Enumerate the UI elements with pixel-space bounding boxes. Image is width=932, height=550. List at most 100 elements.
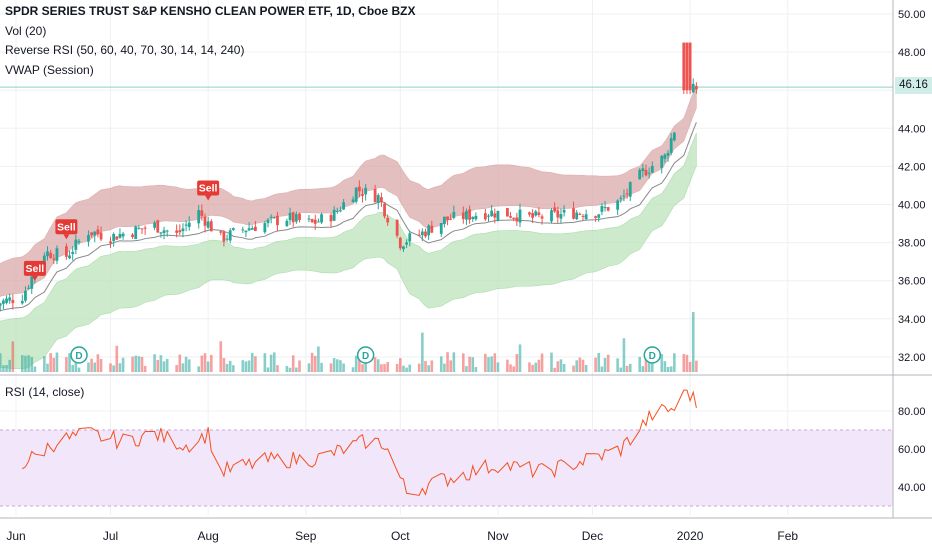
volume-bar: [77, 367, 81, 372]
dividend-marker: [643, 346, 662, 364]
volume-bar: [313, 355, 317, 372]
candle-body: [357, 186, 361, 192]
rsi-legend[interactable]: RSI (14, close): [5, 385, 85, 399]
candle-body: [93, 231, 97, 236]
volume-bar: [5, 365, 8, 372]
volume-bar: [241, 360, 245, 372]
sell-signal-box: [55, 219, 78, 235]
legend-reverse-rsi[interactable]: Reverse RSI (50, 60, 40, 70, 30, 14, 14,…: [5, 43, 245, 57]
candle-body: [424, 231, 427, 237]
volume-bar: [30, 356, 34, 372]
volume-bar: [137, 356, 141, 372]
candle-body: [616, 200, 620, 210]
dividend-label: D: [75, 351, 82, 362]
candle-body: [553, 207, 557, 212]
volume-bar: [515, 354, 519, 372]
candle-body: [682, 42, 686, 91]
volume-bar: [619, 367, 623, 372]
volume-bar: [342, 363, 345, 372]
candle-body: [578, 213, 582, 215]
volume-bar: [395, 363, 399, 372]
volume-bar: [244, 361, 248, 372]
candle-body: [483, 213, 487, 220]
volume-bar: [575, 360, 578, 372]
candle-body: [395, 219, 399, 236]
rsi-zone: [0, 429, 893, 507]
volume-bar: [276, 365, 279, 372]
legend-vwap[interactable]: VWAP (Session): [5, 62, 94, 77]
volume-bar: [317, 346, 320, 372]
volume-bar: [556, 361, 560, 372]
volume-bar: [408, 364, 412, 372]
candle-body: [688, 42, 692, 91]
y-tick-label: 32.00: [898, 352, 926, 364]
volume-bar: [134, 355, 137, 372]
vwap-path: [0, 122, 697, 312]
volume-bar: [65, 357, 68, 372]
vwap-line: [0, 122, 697, 312]
volume-bar: [307, 363, 311, 372]
candle-body: [153, 222, 156, 228]
candle-body: [112, 233, 116, 242]
volume-bar: [509, 364, 512, 372]
candle-body: [317, 221, 320, 223]
volume-bar: [197, 366, 200, 372]
volume-bar: [93, 362, 97, 372]
volume-bar: [578, 357, 582, 372]
volume-bar: [417, 363, 421, 372]
sell-signal-label: Sell: [199, 183, 218, 195]
volume-bar: [474, 367, 478, 372]
volume-bar: [493, 353, 497, 372]
volume-bar: [484, 353, 487, 372]
volume-bar: [490, 356, 493, 372]
last-price-badge: 46.16: [895, 77, 932, 94]
candle-body: [537, 212, 541, 215]
volume-bar: [52, 357, 56, 372]
candle-body: [474, 215, 478, 220]
candle-body: [77, 241, 81, 243]
volume-bar: [628, 363, 632, 372]
candle-body: [556, 210, 560, 218]
volume-bar: [153, 354, 156, 372]
candle-body: [518, 209, 522, 223]
rsi-zone-fill: [0, 430, 893, 506]
candle-body: [420, 231, 424, 236]
volume-bar: [247, 360, 251, 372]
volume-bar: [421, 332, 424, 372]
candle-body: [159, 232, 163, 234]
candle-body: [266, 219, 270, 224]
candle-body: [663, 154, 667, 159]
volume-bar: [336, 359, 339, 372]
candle-body: [452, 211, 456, 218]
candle-body: [512, 217, 516, 219]
candle-body: [197, 210, 201, 224]
volume-bar: [572, 365, 575, 372]
candle-body: [594, 216, 597, 218]
candle-body: [364, 187, 368, 195]
y-tick-label: 44.00: [898, 123, 926, 135]
volume-bar: [594, 357, 597, 372]
volume-bar: [263, 353, 267, 372]
candle-body: [628, 182, 632, 197]
volume-bar: [537, 359, 541, 372]
volume-bar: [156, 359, 160, 372]
volume-bar: [405, 367, 408, 372]
chart-title: SPDR SERIES TRUST S&P KENSHO CLEAN POWER…: [5, 4, 416, 18]
candle-body: [685, 42, 689, 91]
candle-body: [74, 239, 78, 250]
rsi-line: [22, 389, 697, 496]
volume-bar: [329, 363, 333, 372]
y-tick-label: 48.00: [898, 47, 926, 59]
rsi-tick-label: 60.00: [898, 444, 926, 456]
volume-bar: [446, 352, 449, 372]
volume-bar: [597, 352, 601, 372]
legend-volume[interactable]: Vol (20): [5, 23, 47, 38]
candle-body: [376, 195, 380, 203]
candle-body: [121, 233, 125, 237]
candle-body: [200, 210, 204, 216]
volume-bar: [666, 366, 670, 372]
volume-bar: [351, 367, 355, 372]
candle-body: [181, 228, 185, 232]
volume-bar: [606, 354, 610, 372]
